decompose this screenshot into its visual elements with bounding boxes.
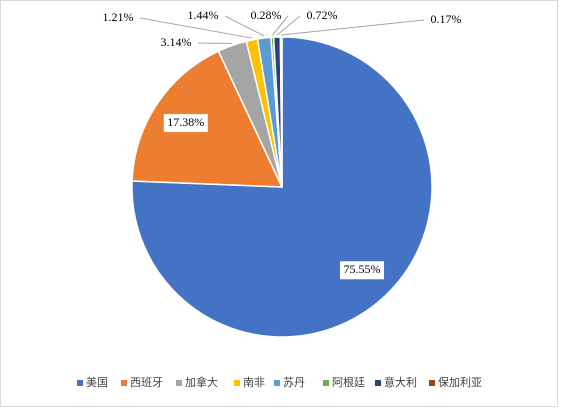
legend-label: 西班牙 xyxy=(130,376,163,389)
data-label-box xyxy=(163,114,208,133)
leader-line xyxy=(276,15,301,36)
legend-swatch xyxy=(429,380,435,386)
data-label: 1.21% xyxy=(103,10,134,24)
data-label: 1.44% xyxy=(188,8,219,22)
data-label: 17.38% xyxy=(167,115,204,129)
legend-label: 南非 xyxy=(243,376,265,389)
legend-swatch xyxy=(323,380,329,386)
data-label: 0.28% xyxy=(251,8,282,22)
data-label-box xyxy=(340,261,385,280)
legend-swatch xyxy=(77,380,83,386)
legend-swatch xyxy=(176,380,182,386)
legend-label: 阿根廷 xyxy=(332,375,365,389)
leader-line xyxy=(197,42,233,45)
leader-line xyxy=(281,19,425,36)
legend-label: 加拿大 xyxy=(185,375,218,389)
data-label: 0.17% xyxy=(431,12,462,26)
data-label: 75.55% xyxy=(344,262,381,276)
data-label: 0.72% xyxy=(307,8,338,22)
leader-line xyxy=(271,15,289,36)
legend-label: 苏丹 xyxy=(283,376,305,389)
legend-label: 意大利 xyxy=(384,375,417,389)
data-label: 3.14% xyxy=(161,35,192,49)
legend-swatch xyxy=(375,380,381,386)
legend-label: 保加利亚 xyxy=(438,375,482,389)
legend-label: 美国 xyxy=(86,376,108,389)
legend-swatch xyxy=(234,380,240,386)
legend-swatch xyxy=(274,380,280,386)
leader-line xyxy=(224,15,265,37)
leader-line xyxy=(139,17,252,39)
pie-slice xyxy=(279,36,283,188)
legend-swatch xyxy=(121,380,127,386)
